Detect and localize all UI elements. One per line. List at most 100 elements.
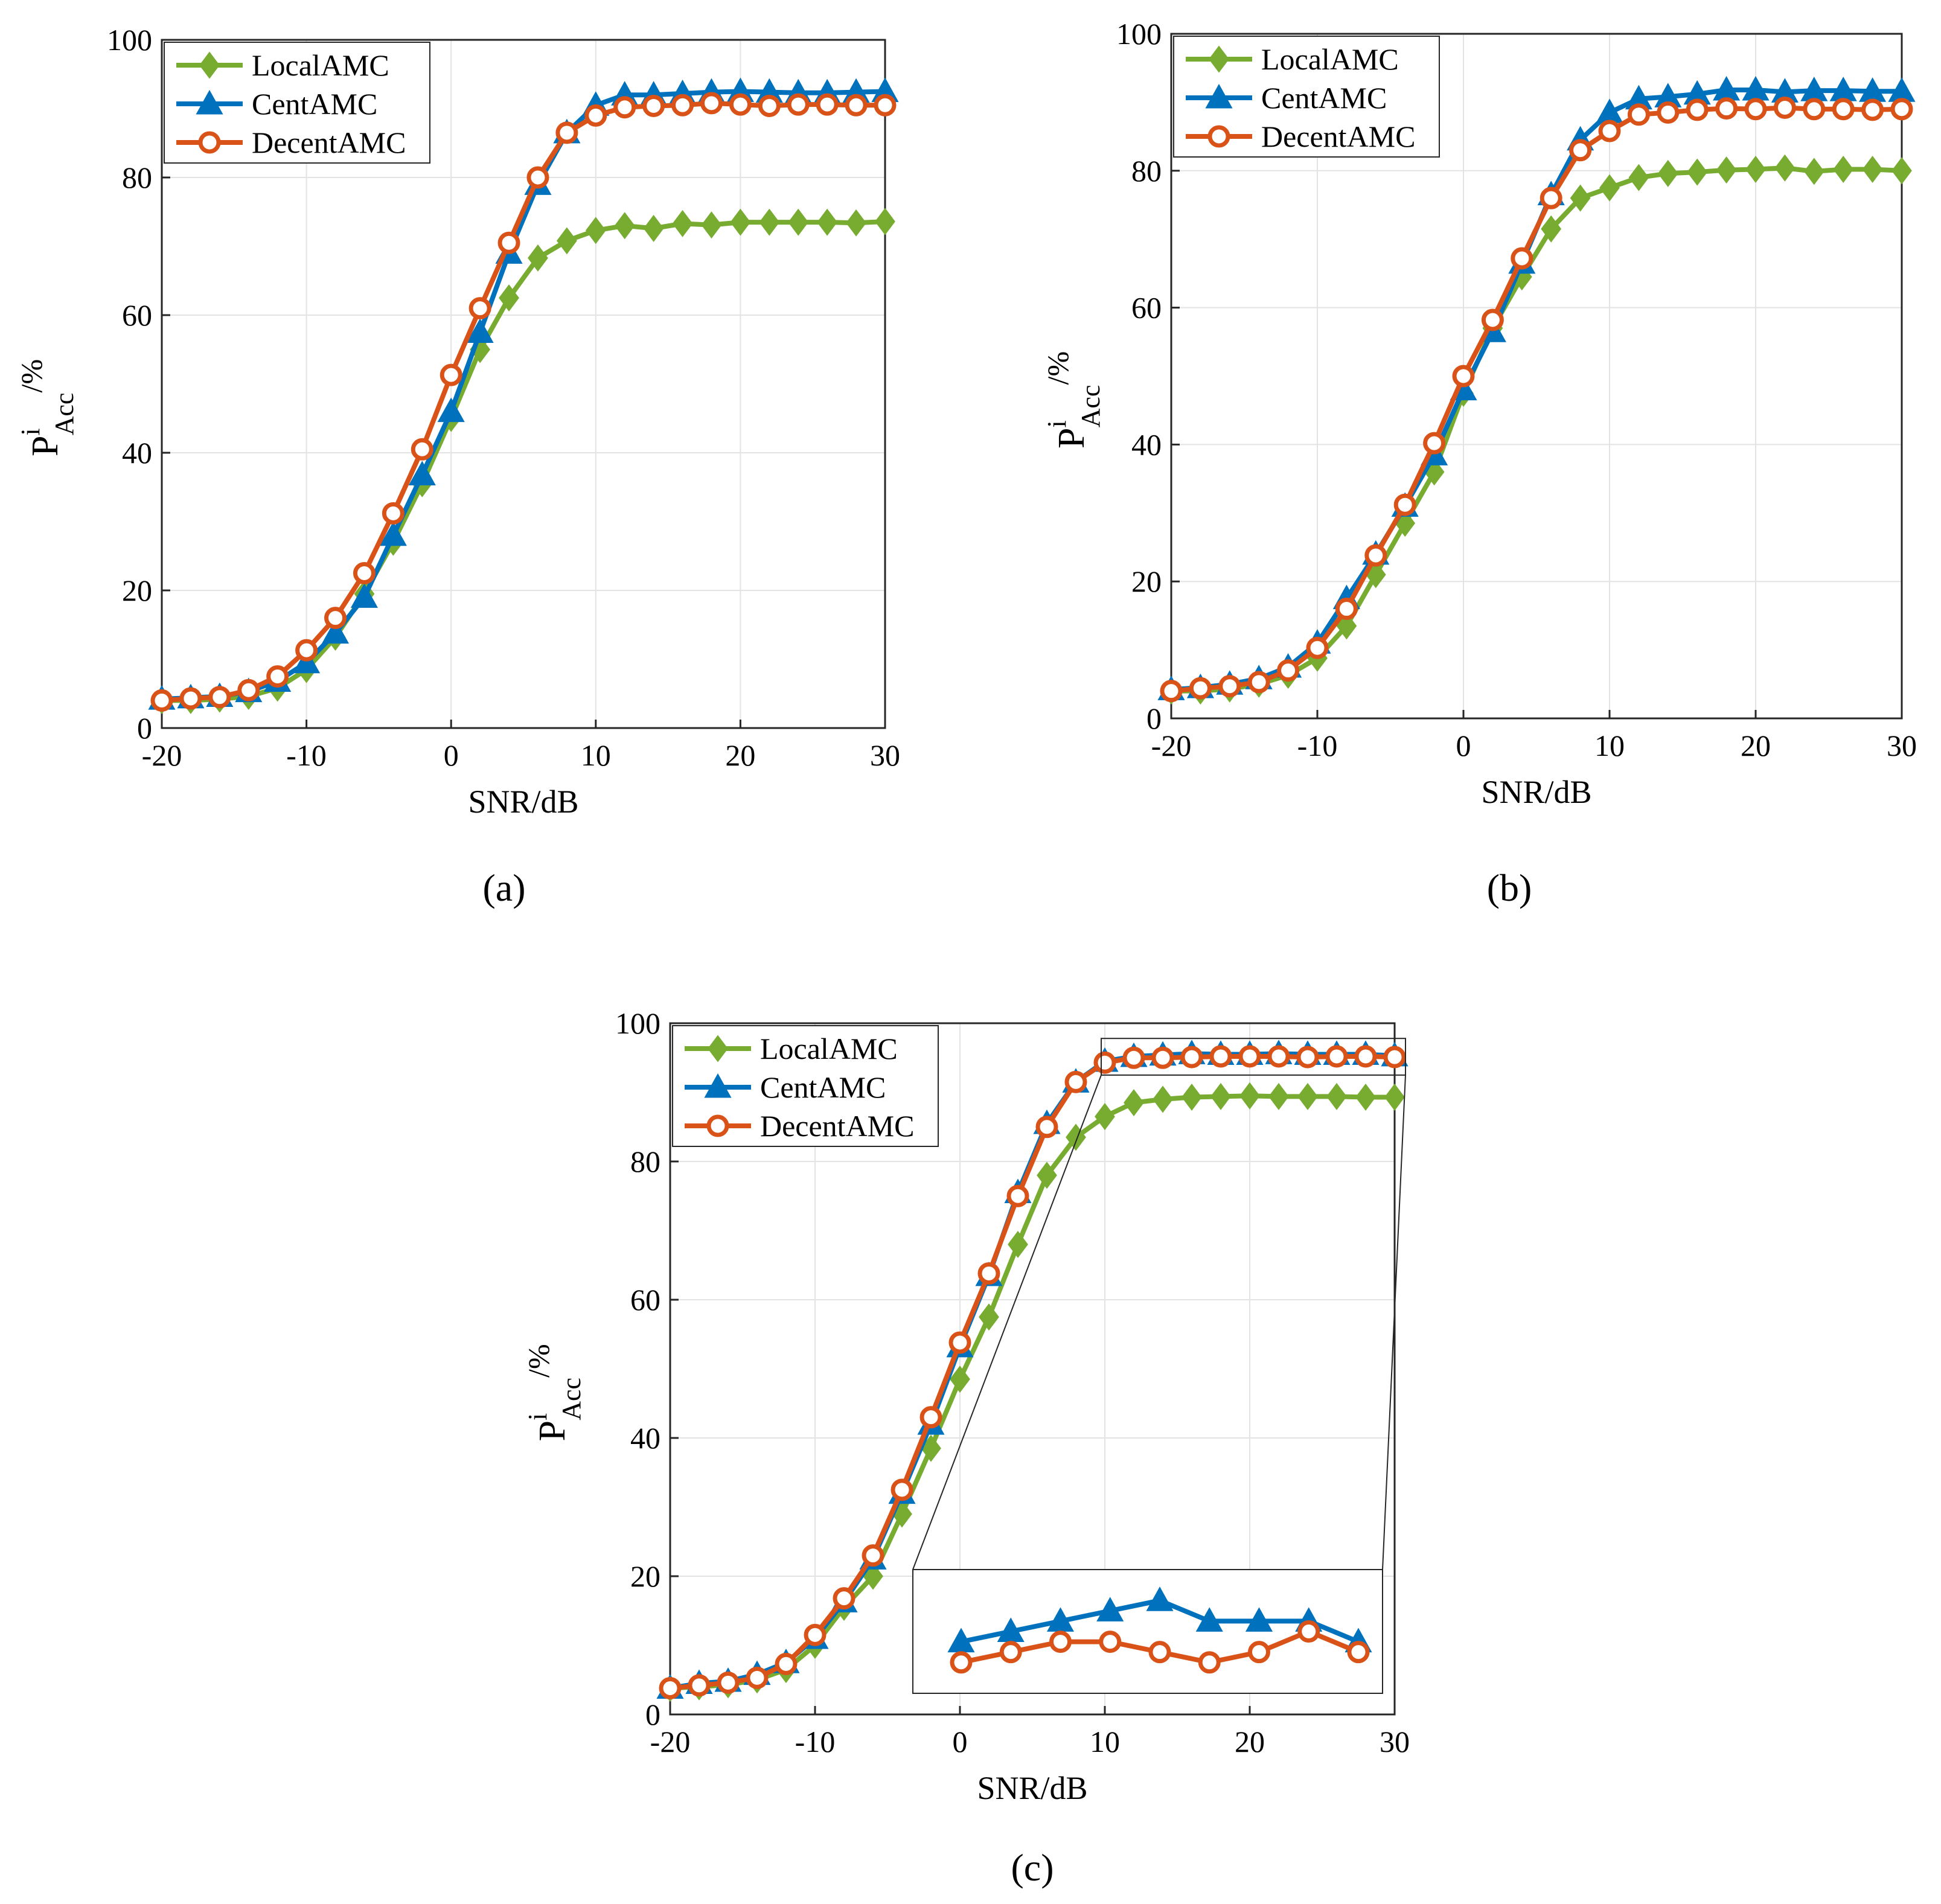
y-tick-label: 80: [1131, 154, 1162, 188]
data-point: [1277, 659, 1300, 682]
zoom-source-box: [1101, 1038, 1406, 1076]
legend-marker: [199, 51, 220, 79]
series-LocalAMC: [152, 208, 895, 714]
data-point: [672, 209, 693, 237]
x-axis-label: SNR/dB: [977, 1770, 1087, 1806]
data-point: [816, 93, 839, 116]
data-point: [208, 686, 231, 709]
x-tick-label: -20: [1151, 729, 1192, 762]
data-point: [1037, 1161, 1057, 1189]
data-point: [1247, 671, 1270, 694]
series-DecentAMC: [150, 92, 897, 712]
data-point: [1364, 544, 1387, 567]
y-tick-label: 100: [615, 1006, 660, 1040]
data-point: [863, 1562, 883, 1590]
panel-label: (c): [1011, 1846, 1054, 1889]
data-point: [1238, 1045, 1261, 1068]
y-tick-label: 0: [137, 711, 152, 745]
data-point: [1383, 1046, 1406, 1069]
panel-label: (a): [482, 866, 525, 909]
legend-marker: [1207, 125, 1230, 148]
inset-data-point: [1049, 1631, 1072, 1653]
data-point: [919, 1406, 942, 1429]
series-line: [161, 89, 886, 702]
legend-marker: [1209, 45, 1229, 73]
data-point: [1481, 308, 1504, 331]
x-tick-label: 10: [581, 738, 611, 772]
legend-label: CentAMC: [252, 87, 377, 121]
legend-label: CentAMC: [1261, 81, 1387, 115]
x-tick-label: 30: [1380, 1725, 1410, 1759]
data-point: [643, 214, 664, 242]
data-point: [1297, 1082, 1318, 1110]
legend-label: CentAMC: [760, 1070, 886, 1104]
data-point: [1803, 158, 1824, 185]
y-tick-label: 80: [122, 161, 152, 194]
y-tick-label: 60: [122, 298, 152, 332]
data-point: [862, 1544, 884, 1567]
x-axis-label: SNR/dB: [1481, 774, 1591, 810]
data-point: [440, 363, 462, 386]
data-point: [759, 208, 780, 236]
x-tick-label: -10: [286, 738, 327, 772]
data-point: [1745, 156, 1766, 184]
data-point: [1833, 156, 1854, 184]
data-point: [775, 1652, 798, 1675]
inset-data-point: [1146, 1586, 1174, 1611]
data-point: [1540, 187, 1562, 209]
data-point: [1393, 493, 1416, 516]
data-point: [179, 687, 202, 710]
data-point: [977, 1262, 1000, 1285]
y-tick-label: 20: [1131, 564, 1162, 598]
legend-label: DecentAMC: [252, 126, 406, 159]
data-point: [729, 93, 752, 116]
data-point: [788, 208, 809, 236]
y-tick-label: 60: [1131, 291, 1162, 325]
y-tick-label: 60: [630, 1283, 660, 1317]
y-tick-label: 20: [630, 1559, 660, 1593]
zoom-connector: [912, 1075, 1102, 1570]
data-point: [1596, 98, 1623, 123]
data-point: [1268, 1082, 1289, 1110]
data-point: [758, 94, 781, 117]
data-point: [1452, 365, 1475, 388]
data-point: [874, 94, 897, 117]
y-tick-label: 80: [630, 1145, 660, 1178]
data-point: [730, 208, 751, 236]
data-point: [688, 1674, 711, 1697]
data-point: [1267, 1045, 1290, 1068]
data-point: [1716, 156, 1737, 184]
data-point: [1541, 215, 1562, 243]
legend-marker: [196, 89, 223, 115]
data-point: [468, 297, 491, 320]
data-point: [787, 93, 810, 116]
data-point: [584, 104, 607, 127]
data-point: [1657, 159, 1678, 187]
data-point: [701, 211, 722, 239]
data-point: [1122, 1046, 1145, 1069]
series-line: [161, 100, 885, 703]
data-point: [950, 1366, 970, 1393]
data-point: [557, 227, 577, 255]
data-point: [1239, 1082, 1260, 1110]
chart-panel-1: -20 -10 0 10 20 30 0 20 40 60 80 100 SNR/dB Pi Acc/% Lo…: [14, 23, 900, 909]
y-axis-label: Pi Acc/%: [14, 359, 79, 456]
legend: LocalAMC CentAMC DecentAMC: [1173, 36, 1440, 158]
data-point: [1095, 1103, 1115, 1131]
series-line: [1171, 105, 1902, 694]
data-point: [382, 502, 405, 525]
data-point: [833, 1587, 855, 1610]
legend: LocalAMC CentAMC DecentAMC: [672, 1025, 939, 1147]
inset-data-point: [1148, 1641, 1171, 1664]
data-point: [499, 284, 519, 311]
x-tick-label: 10: [1090, 1725, 1120, 1759]
data-point: [1008, 1230, 1028, 1258]
data-point: [1160, 680, 1183, 703]
data-point: [379, 521, 407, 546]
data-point: [1774, 154, 1796, 182]
chart-panel-3: -20 -10 0 10 20 30 0 20 40 60 80 100 SNR/dB Pi Acc/% Lo…: [522, 1006, 1410, 1889]
inset-data-point: [1198, 1651, 1221, 1674]
x-axis-label: SNR/dB: [468, 784, 578, 820]
inset-data-point: [1099, 1631, 1122, 1653]
